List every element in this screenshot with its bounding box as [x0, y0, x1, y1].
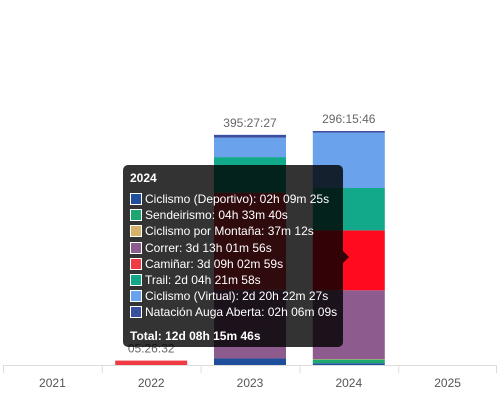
tooltip-row: Ciclismo por Montaña: 37m 12s: [130, 223, 336, 239]
tooltip-row: Camiñar: 3d 09h 02m 59s: [130, 256, 336, 272]
x-tick-label: 2025: [434, 376, 461, 390]
x-axis: 2021 2022 2023 2024 2025: [3, 365, 497, 390]
legend-swatch: [130, 257, 142, 270]
tooltip-row-text: Camiñar: 3d 09h 02m 59s: [145, 256, 284, 271]
tooltip-row: Sendeirismo: 04h 33m 40s: [130, 207, 336, 223]
bar-segment[interactable]: [312, 363, 385, 365]
bar-segment[interactable]: [312, 359, 385, 360]
tooltip-row-text: Trail: 2d 04h 21m 58s: [145, 273, 261, 288]
bar-total-label: 395:27:27: [223, 116, 277, 130]
tooltip-row-text: Correr: 3d 13h 01m 56s: [145, 240, 272, 255]
legend-swatch: [130, 290, 142, 303]
bar-segment[interactable]: [312, 130, 385, 133]
tooltip-row: Ciclismo (Deportivo): 02h 09m 25s: [130, 191, 336, 207]
bar-segment[interactable]: [214, 134, 286, 138]
legend-swatch: [130, 209, 142, 222]
tooltip-title: 2024: [130, 171, 157, 185]
tooltip-row-text: Ciclismo (Deportivo): 02h 09m 25s: [145, 192, 330, 207]
bar-total-label: 296:15:46: [322, 112, 376, 126]
bar-segment[interactable]: [214, 137, 286, 158]
tooltip-row: Correr: 3d 13h 01m 56s: [130, 240, 336, 256]
tooltip-row: Trail: 2d 04h 21m 58s: [130, 272, 336, 288]
tooltip: 2024 Ciclismo (Deportivo): 02h 09m 25s Se…: [123, 165, 343, 347]
tooltip-pointer: [343, 251, 349, 263]
bar-segment[interactable]: [312, 359, 385, 364]
legend-swatch: [130, 225, 142, 238]
bar-segment[interactable]: [115, 360, 188, 365]
x-tick-label: 2024: [335, 376, 362, 390]
tooltip-row-text: Sendeirismo: 04h 33m 40s: [145, 208, 288, 223]
tooltip-rows: Ciclismo (Deportivo): 02h 09m 25s Sendeir…: [130, 191, 338, 321]
x-tick-label: 2021: [39, 376, 66, 390]
tooltip-row-text: Ciclismo (Virtual): 2d 20h 22m 27s: [145, 289, 329, 304]
legend-swatch: [130, 193, 142, 206]
tooltip-row-text: Ciclismo por Montaña: 37m 12s: [145, 224, 314, 239]
x-tick-label: 2023: [237, 376, 264, 390]
tooltip-total: Total: 12d 08h 15m 46s: [130, 328, 261, 343]
tooltip-row-text: Natación Auga Aberta: 02h 06m 09s: [145, 305, 338, 320]
legend-swatch: [130, 306, 142, 319]
bar-segment[interactable]: [214, 358, 286, 365]
legend-swatch: [130, 241, 142, 254]
tooltip-row: Natación Auga Aberta: 02h 06m 09s: [130, 304, 338, 320]
tooltip-row: Ciclismo (Virtual): 2d 20h 22m 27s: [130, 288, 336, 304]
legend-swatch: [130, 274, 142, 287]
x-tick-label: 2022: [138, 376, 165, 390]
